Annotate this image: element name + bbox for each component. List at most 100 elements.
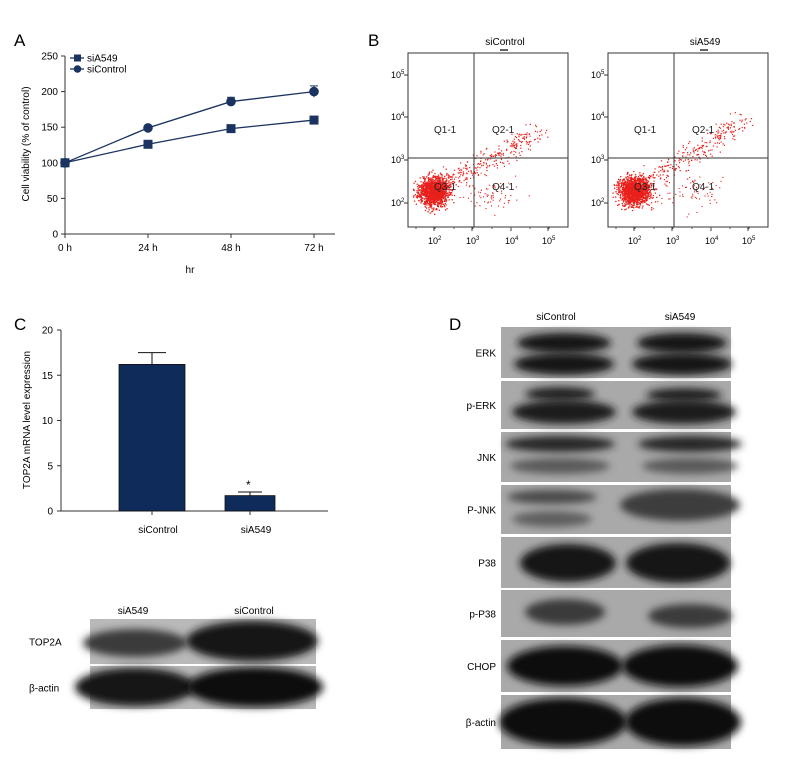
flow-dot [652,197,654,199]
chart-a-point-siControl [226,96,236,107]
flow-dot [511,144,513,146]
flow-dot [434,182,436,184]
flow-dot [712,182,714,184]
flow-dot [631,174,633,176]
flow-dot [650,192,652,194]
flow-dot [439,182,442,184]
flow-dot [637,176,640,178]
flow-dot [619,179,621,181]
flow-dot [718,142,720,144]
flow-dot [442,166,445,168]
flow-dot [629,187,632,189]
flow-dot [435,183,437,185]
flow-dot [519,140,521,142]
flow-dot [423,203,425,205]
flow-dot [633,200,635,202]
flow-dot [448,183,450,185]
flow-dot [439,199,441,201]
flow-dot [430,179,432,181]
cell-viability-line-chart: Cell viability (% of control) hr 0501001… [21,52,335,276]
flow-dot [683,152,685,154]
flow-dot [438,195,440,197]
flow-dot [482,164,484,166]
flow-dot [474,167,476,169]
flow-dot [624,181,626,183]
flow-dot [498,154,500,156]
flow-dot [470,200,472,202]
flow-dot [646,179,648,181]
flow-dot [448,192,450,194]
flow-dot [424,202,426,204]
flow-dot [441,176,443,179]
flow-dot [435,209,437,211]
flow-dot [427,211,429,213]
flow-dot [480,152,482,154]
flow-dot [485,159,487,161]
flow-dot [649,198,651,200]
flow-dot [641,202,643,204]
flow-dot [426,192,428,194]
flow-dot [509,145,511,147]
flow-dot [631,181,633,183]
flow-dot [541,134,543,136]
flow-dot [424,190,426,192]
flow-dot [508,182,510,184]
flow-dot [643,181,646,183]
flow-dot [450,176,452,178]
flow-dot [425,187,428,189]
panel-label-d: D [449,315,461,334]
flow-dot [441,195,444,197]
chart-a-point-siControl [143,123,153,133]
flow-dot [431,201,433,203]
flow-dot [741,119,743,121]
chart-a-legend-marker [74,54,81,62]
flow-dot [645,179,647,181]
flow-dot [428,179,430,181]
chart-c-ytick-label: 5 [47,461,53,472]
flow-dot [523,138,525,140]
flow-dot [704,195,706,197]
flow-dot [642,187,644,189]
flow-dot [431,180,433,182]
flow-dot [480,163,482,165]
flow-dot [644,178,646,180]
flow-dot [439,193,442,195]
blot-d-band [622,645,738,687]
flow-dot [423,185,425,187]
flow-dot [710,132,712,134]
flow-dot [474,172,476,174]
flow-dot [658,175,660,177]
flow-dot [444,196,446,198]
flow-dot [418,193,420,195]
flow-dot [632,188,634,191]
flow-dot [638,207,640,209]
flow-dot [420,200,423,202]
flow-dot [729,131,731,133]
blot-d-strip-JNK [501,432,742,482]
flow-dot [714,134,716,136]
flow-dot [638,181,641,183]
flow-dot [436,179,438,181]
flow-dot [636,177,638,179]
flow-dot [453,173,455,176]
flow-dot [720,133,722,135]
flow-dot [722,125,724,128]
flow-dot [439,189,441,192]
flow-dot [616,181,619,183]
flow-dot [622,182,624,184]
flow-dot [629,197,632,199]
flow-dot [430,181,432,183]
flow-dot [694,159,696,161]
flow-dot [738,128,740,130]
flow-dot [514,147,517,150]
flow-dot [477,166,479,168]
flow-dot [622,193,624,195]
flow-dot [626,189,629,191]
flow-dot [472,185,474,187]
flow-dot [648,185,650,187]
flow-dot [413,200,416,202]
flow-dot [417,191,420,194]
flow-dot [427,191,429,193]
flow-dot [709,202,711,204]
